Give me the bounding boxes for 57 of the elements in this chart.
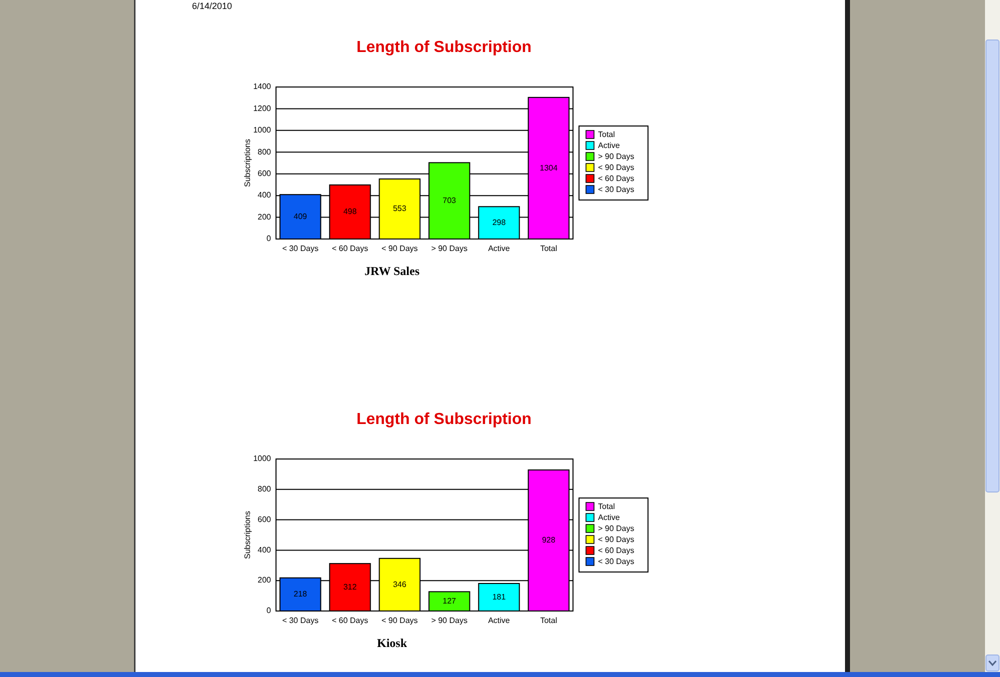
- x-tick-label: Total: [540, 616, 558, 626]
- y-axis-title: Subscriptions: [243, 138, 252, 188]
- x-axis-title: Kiosk: [376, 636, 408, 650]
- y-axis-title: Subscriptions: [243, 510, 252, 560]
- y-tick-label: 200: [258, 212, 272, 222]
- legend-label: Total: [598, 502, 616, 512]
- y-tick-label: 0: [266, 606, 272, 616]
- y-tick-label: 1000: [253, 454, 272, 464]
- x-tick-label: < 60 Days: [332, 244, 368, 254]
- legend-label: < 90 Days: [598, 535, 634, 544]
- y-tick-label: 600: [258, 514, 272, 524]
- y-tick-label: 1400: [253, 82, 272, 92]
- legend-label: < 90 Days: [598, 163, 634, 172]
- x-tick-label: < 90 Days: [382, 616, 418, 626]
- y-tick-label: 0: [266, 234, 272, 244]
- x-tick-label: < 30 Days: [282, 244, 318, 254]
- legend-label: > 90 Days: [598, 152, 634, 162]
- x-tick-label: < 30 Days: [282, 616, 318, 626]
- data-label: 298: [492, 218, 506, 227]
- x-tick-label: Active: [488, 244, 510, 254]
- legend-label: < 30 Days: [598, 557, 634, 566]
- x-tick-label: > 90 Days: [431, 616, 468, 626]
- legend-label: > 90 Days: [598, 524, 634, 534]
- data-label: 1304: [540, 163, 558, 172]
- x-axis-title: JRW Sales: [364, 264, 420, 278]
- data-label: 498: [343, 207, 358, 216]
- data-label: 346: [392, 580, 407, 589]
- data-label: 218: [294, 590, 308, 599]
- data-label: 312: [343, 582, 358, 592]
- data-label: 703: [442, 196, 457, 205]
- y-tick-label: 800: [258, 147, 272, 156]
- y-tick-label: 1000: [253, 126, 272, 135]
- x-tick-label: > 90 Days: [431, 244, 468, 254]
- legend-label: Active: [598, 141, 620, 150]
- data-label: 127: [442, 596, 457, 606]
- y-tick-label: 400: [258, 545, 272, 554]
- data-label: 928: [542, 536, 556, 545]
- chart-title: Length of Subscription: [356, 411, 532, 428]
- legend-label: < 30 Days: [598, 185, 634, 194]
- data-label: 553: [392, 204, 407, 214]
- y-tick-label: 1200: [253, 104, 272, 113]
- legend-label: Total: [598, 130, 616, 140]
- y-tick-label: 600: [258, 168, 272, 178]
- x-tick-label: Total: [540, 244, 558, 254]
- y-tick-label: 200: [258, 576, 272, 585]
- y-tick-label: 400: [258, 190, 272, 200]
- legend-label: < 60 Days: [598, 546, 634, 556]
- data-label: 181: [492, 592, 506, 602]
- x-tick-label: Active: [488, 616, 510, 626]
- y-tick-label: 800: [258, 484, 272, 494]
- data-label: 409: [294, 212, 308, 221]
- x-tick-label: < 90 Days: [382, 244, 418, 254]
- legend-label: < 60 Days: [598, 174, 634, 184]
- legend-label: Active: [598, 513, 620, 522]
- text: 6/14/2010: [192, 1, 232, 11]
- chart-title: Length of Subscription: [356, 39, 532, 56]
- x-tick-label: < 60 Days: [332, 616, 368, 626]
